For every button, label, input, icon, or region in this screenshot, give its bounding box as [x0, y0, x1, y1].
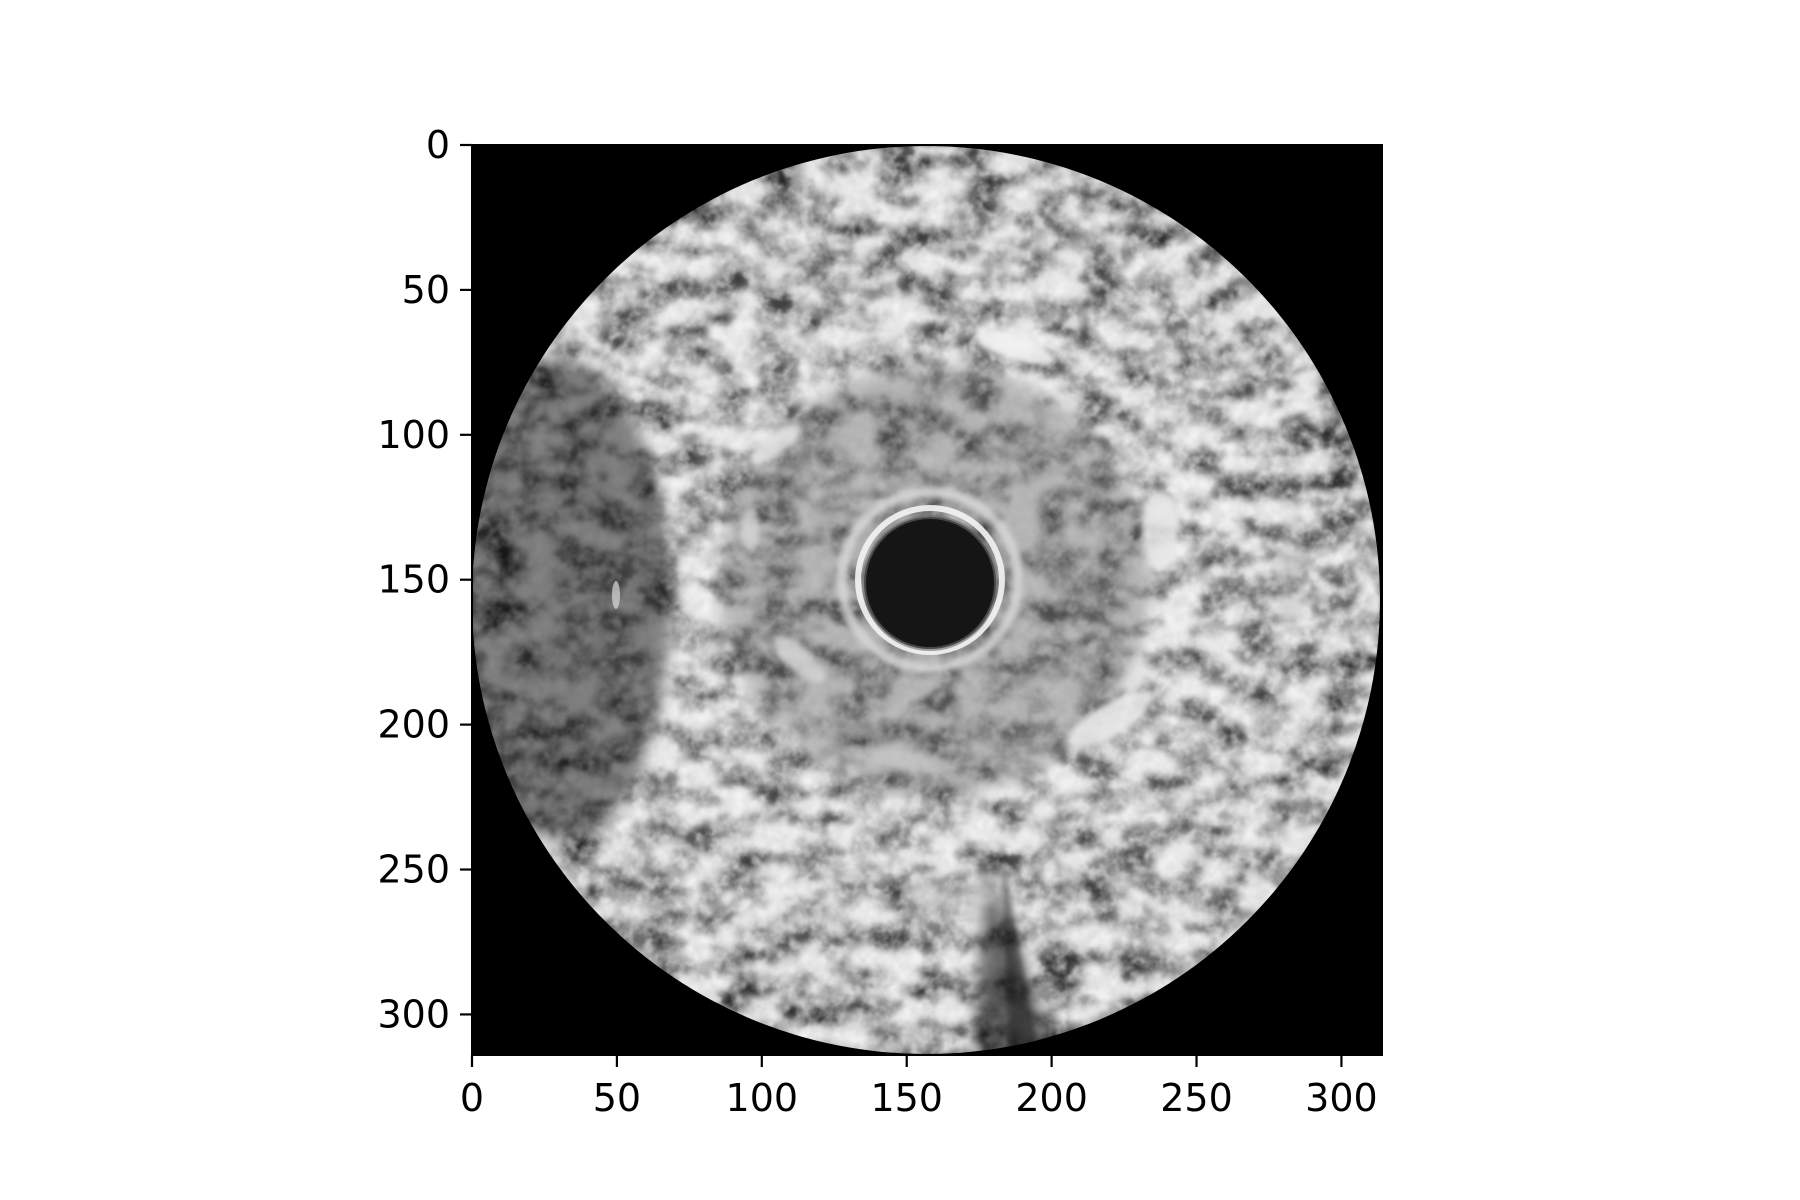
- y-tick-label: 300: [377, 992, 450, 1036]
- x-tick-label: 250: [1160, 1076, 1233, 1120]
- x-tick-label: 100: [726, 1076, 799, 1120]
- y-axis: 0 50 100 150 200 250 300: [377, 123, 472, 1036]
- plot-frame: [471, 144, 1383, 1056]
- x-tick-label: 300: [1305, 1076, 1378, 1120]
- y-tick-label: 150: [377, 558, 450, 602]
- ultrasound-image: [472, 145, 1382, 1055]
- y-tick-label: 100: [377, 413, 450, 457]
- x-tick-label: 200: [1015, 1076, 1088, 1120]
- x-axis: 0 50 100 150 200 250 300: [460, 1055, 1378, 1120]
- x-tick-label: 50: [593, 1076, 641, 1120]
- y-tick-label: 250: [377, 848, 450, 892]
- x-tick-label: 0: [460, 1076, 484, 1120]
- x-tick-label: 150: [870, 1076, 943, 1120]
- y-tick-label: 0: [426, 123, 450, 167]
- y-tick-label: 200: [377, 703, 450, 747]
- y-tick-label: 50: [402, 268, 450, 312]
